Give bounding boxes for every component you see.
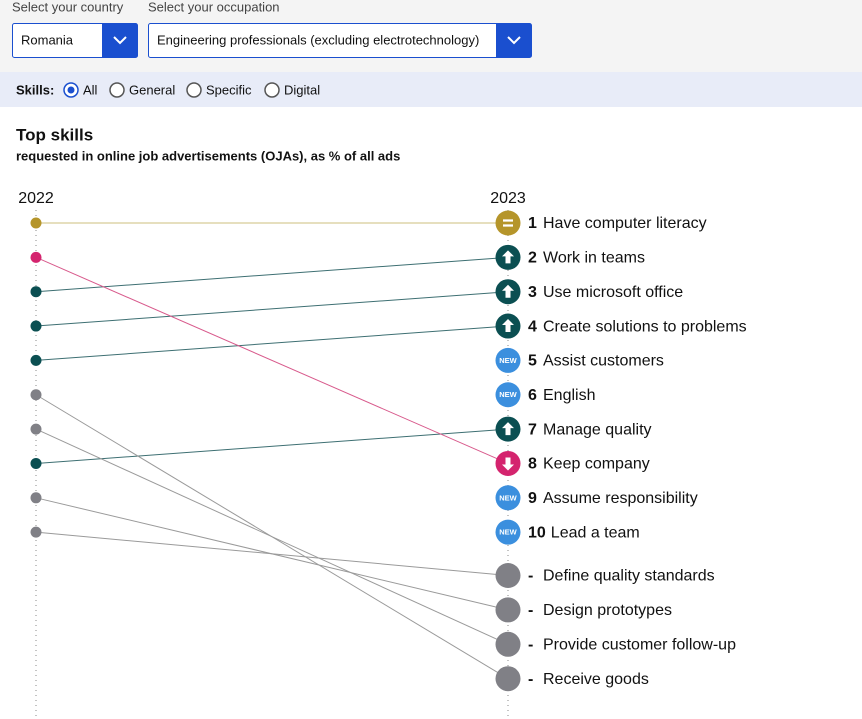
- skill-label: Work in teams: [543, 250, 645, 267]
- slope-line: [35, 256, 509, 464]
- radio-label: All: [83, 82, 98, 97]
- up-arrow: [502, 422, 514, 436]
- skill-label: Lead a team: [551, 524, 640, 541]
- skill-label: Have computer literacy: [543, 215, 707, 232]
- radio-dot: [67, 86, 75, 94]
- skill-radio[interactable]: Digital: [264, 82, 320, 98]
- left-dot: [30, 251, 42, 263]
- left-year: 2022: [18, 190, 54, 207]
- country-label: Select your country: [12, 0, 124, 14]
- skill-label: Assist customers: [543, 353, 664, 370]
- chart-subtitle: requested in online job advertisements (…: [16, 148, 400, 163]
- rank-label: -: [528, 671, 533, 688]
- skill-label: Manage quality: [543, 421, 652, 438]
- right-icon: [495, 597, 521, 623]
- up-arrow: [502, 250, 514, 264]
- left-dot: [30, 354, 42, 366]
- rank-label: -: [528, 602, 533, 619]
- right-year: 2023: [490, 190, 526, 207]
- right-icon: [495, 631, 521, 657]
- right-icon: [495, 519, 521, 545]
- chart-title: Top skills: [16, 125, 93, 144]
- radio-label: Digital: [284, 82, 320, 97]
- rank-label: 6: [528, 387, 537, 404]
- rank-label: 7: [528, 421, 537, 438]
- right-icon: [495, 563, 521, 588]
- slope-line: [35, 325, 509, 361]
- skill-label: Assume responsibility: [543, 490, 698, 507]
- radio-button: [109, 82, 125, 98]
- rank-label: 9: [528, 490, 537, 507]
- rank-label: 5: [528, 353, 537, 370]
- skill-label: Keep company: [543, 456, 650, 473]
- rank-label: -: [528, 637, 533, 654]
- occupation-select[interactable]: Engineering professionals (excluding ele…: [148, 23, 532, 58]
- radio-button: [264, 82, 280, 98]
- right-icon: [495, 666, 521, 692]
- slope-line: [35, 497, 509, 611]
- rank-label: 3: [528, 284, 537, 301]
- rank-label: 4: [528, 318, 537, 335]
- rank-label: -: [528, 568, 533, 585]
- slope-line: [35, 428, 509, 464]
- rank-label: 1: [528, 215, 537, 232]
- rank-label: 10: [528, 524, 546, 541]
- radio-label: Specific: [206, 82, 252, 97]
- skills-bar: [0, 72, 862, 107]
- rank-label: 8: [528, 456, 537, 473]
- skill-label: Define quality standards: [543, 568, 715, 585]
- occupation-value: Engineering professionals (excluding ele…: [157, 32, 479, 47]
- rank-label: 2: [528, 250, 537, 267]
- equal-sign: [503, 219, 513, 227]
- up-arrow: [502, 284, 514, 298]
- radio-label: General: [129, 82, 175, 97]
- new-badge: NEW: [499, 356, 517, 365]
- skill-label: Create solutions to problems: [543, 318, 747, 335]
- radio-button: [186, 82, 202, 98]
- skill-label: Design prototypes: [543, 602, 672, 619]
- new-badge: NEW: [499, 528, 517, 537]
- right-icon: [495, 210, 521, 236]
- down-arrow: [502, 457, 514, 471]
- right-icon: [495, 485, 521, 511]
- left-dot: [30, 423, 42, 435]
- left-dot: [30, 457, 42, 469]
- occupation-label: Select your occupation: [148, 0, 280, 14]
- country-value: Romania: [21, 32, 74, 47]
- skill-radio[interactable]: All: [63, 82, 98, 98]
- left-dot: [30, 389, 42, 401]
- right-icon: [495, 382, 521, 408]
- slope-line: [35, 256, 509, 293]
- slope-line: [35, 291, 509, 327]
- left-dot: [30, 320, 42, 332]
- skills-label: Skills:: [16, 82, 54, 97]
- skill-label: Provide customer follow-up: [543, 637, 736, 654]
- slope-line: [35, 394, 509, 680]
- skill-label: Use microsoft office: [543, 284, 683, 301]
- left-dot: [30, 526, 42, 538]
- skill-label: Receive goods: [543, 671, 649, 688]
- left-dot: [30, 492, 42, 504]
- left-dot: [30, 217, 42, 229]
- country-select[interactable]: Romania: [12, 23, 138, 58]
- new-badge: NEW: [499, 493, 517, 502]
- skill-label: English: [543, 387, 595, 404]
- new-badge: NEW: [499, 390, 517, 399]
- skill-radio[interactable]: Specific: [186, 82, 252, 98]
- right-icon: [495, 347, 521, 373]
- skill-radio[interactable]: General: [109, 82, 175, 98]
- up-arrow: [502, 319, 514, 333]
- left-dot: [30, 286, 42, 298]
